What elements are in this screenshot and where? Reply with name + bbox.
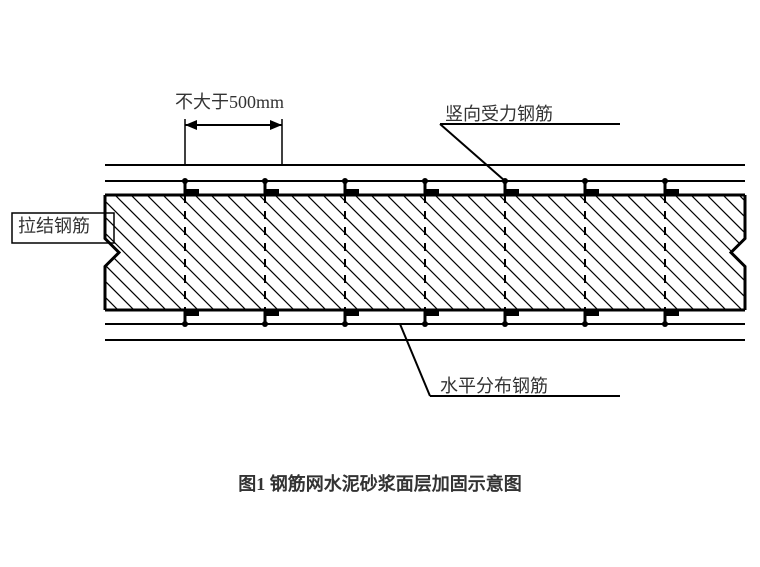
- rebar-unit: [662, 178, 679, 327]
- rebar-unit: [422, 178, 439, 327]
- rebar-unit: [582, 178, 599, 327]
- diagram-stage: 不大于500mm 竖向受力钢筋拉结钢筋水平分布钢筋 图1 钢筋网水泥砂浆面层加固示…: [0, 0, 760, 567]
- lug-bottom: [185, 310, 199, 316]
- lug-top: [185, 189, 199, 195]
- lug-top: [585, 189, 599, 195]
- leader-vertical-rebar: [440, 124, 505, 181]
- label-horiz-rebar: 水平分布钢筋: [440, 376, 548, 396]
- rebar-unit: [502, 178, 519, 327]
- wall-break-right: [731, 195, 745, 310]
- label-tie-rebar: 拉结钢筋: [18, 216, 90, 236]
- leader-horiz-rebar: [400, 324, 430, 396]
- lug-top: [505, 189, 519, 195]
- lug-bottom: [265, 310, 279, 316]
- rebar-unit: [262, 178, 279, 327]
- rebar-unit: [342, 178, 359, 327]
- dimension-label: 不大于500mm: [175, 92, 284, 112]
- lug-top: [425, 189, 439, 195]
- figure-caption: 图1 钢筋网水泥砂浆面层加固示意图: [0, 470, 760, 496]
- lug-top: [345, 189, 359, 195]
- lug-bottom: [345, 310, 359, 316]
- lug-top: [665, 189, 679, 195]
- lug-bottom: [505, 310, 519, 316]
- lug-top: [265, 189, 279, 195]
- label-vertical-rebar: 竖向受力钢筋: [445, 104, 553, 124]
- lug-bottom: [585, 310, 599, 316]
- lug-bottom: [425, 310, 439, 316]
- lug-bottom: [665, 310, 679, 316]
- rebar-unit: [182, 178, 199, 327]
